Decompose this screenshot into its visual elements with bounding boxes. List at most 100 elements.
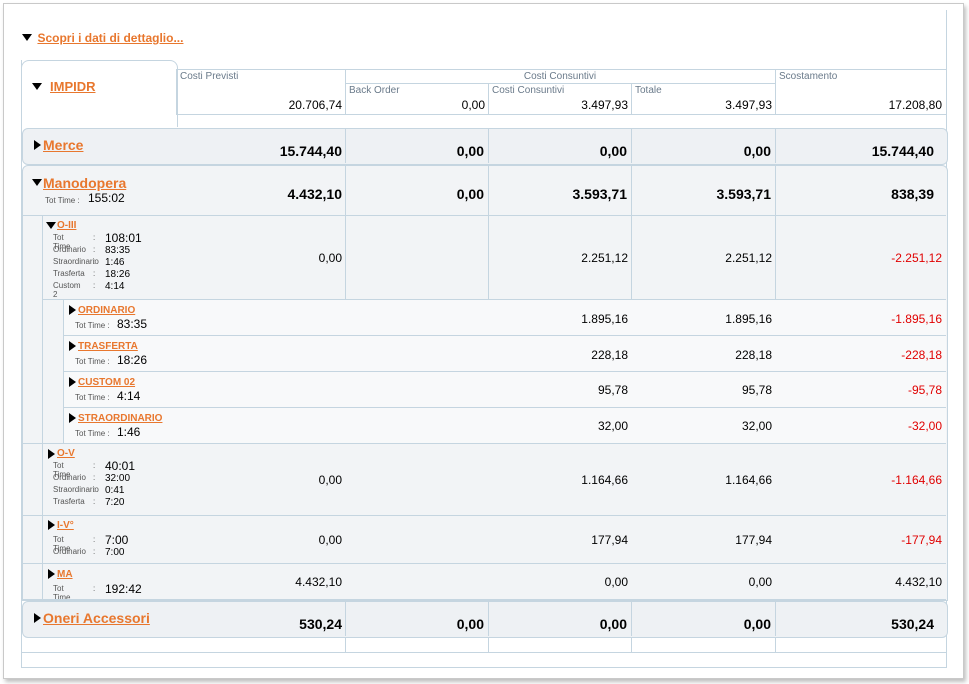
ma-costi-consuntivi: 0,00 [604, 575, 628, 589]
expand-triangle-icon[interactable] [48, 569, 55, 579]
header-scostamento: Scostamento [779, 71, 838, 82]
time-label: Trasferta [53, 269, 85, 278]
trasferta-costi-consuntivi: 228,18 [591, 348, 628, 362]
custom02-costi-consuntivi: 95,78 [597, 383, 628, 397]
ordinario-totale: 1.895,16 [725, 312, 772, 326]
straordinario-scostamento: -32,00 [907, 419, 942, 433]
custom02-link[interactable]: CUSTOM 02 [78, 377, 136, 388]
straordinario-tot-time: 1:46 [117, 425, 141, 439]
time-label: Trasferta [53, 497, 85, 506]
time-label: Custom 2 [53, 281, 81, 299]
root-scostamento: 17.208,80 [888, 98, 942, 112]
expand-triangle-icon[interactable] [48, 520, 55, 530]
time-label: Straordinario [53, 257, 99, 266]
ordinario-tot-time: 83:35 [117, 317, 148, 331]
time-value: 83:35 [105, 245, 131, 256]
expand-triangle-icon[interactable] [69, 341, 76, 351]
i5-costi-consuntivi: 177,94 [591, 533, 628, 547]
oneri-back-order: 0,00 [456, 616, 484, 632]
custom02-tot-time-label: Tot Time : [75, 393, 110, 402]
merce-costi-consuntivi: 0,00 [599, 143, 627, 159]
collapse-triangle-icon[interactable] [46, 222, 56, 229]
expand-triangle-icon[interactable] [34, 140, 41, 150]
time-label: Straordinario [53, 485, 99, 494]
expand-triangle-icon[interactable] [34, 613, 41, 623]
manodopera-costi-previsti: 4.432,10 [287, 186, 343, 202]
ma-scostamento: 4.432,10 [895, 575, 942, 589]
expand-triangle-icon[interactable] [69, 377, 76, 387]
expand-triangle-icon[interactable] [48, 449, 55, 459]
o3-link[interactable]: O-III [57, 220, 77, 231]
o3-totale: 2.251,12 [725, 251, 772, 265]
o5-costi-consuntivi: 1.164,66 [581, 473, 628, 487]
oneri-costi-consuntivi: 0,00 [599, 616, 627, 632]
o5-scostamento: -1.164,66 [891, 473, 942, 487]
root-label[interactable]: IMPIDR [50, 79, 96, 94]
detail-toggle-link[interactable]: Scopri i dati di dettaglio... [37, 31, 184, 45]
o5-totale: 1.164,66 [725, 473, 772, 487]
straordinario-tot-time-label: Tot Time : [75, 429, 110, 438]
o5-link[interactable]: O-V [57, 448, 75, 459]
collapse-triangle-icon[interactable] [32, 179, 42, 186]
manodopera-link[interactable]: Manodopera [43, 175, 127, 191]
collapse-triangle-icon [22, 34, 32, 42]
manodopera-costi-consuntivi: 3.593,71 [572, 186, 628, 202]
ordinario-tot-time-label: Tot Time : [75, 321, 110, 330]
i5-costi-previsti: 0,00 [318, 533, 342, 547]
row-ordinario [64, 300, 946, 335]
oneri-accessori-link[interactable]: Oneri Accessori [43, 610, 150, 626]
custom02-totale: 95,78 [741, 383, 772, 397]
root-back-order: 0,00 [461, 98, 485, 112]
oneri-costi-previsti: 530,24 [299, 616, 342, 632]
expand-triangle-icon[interactable] [69, 413, 76, 423]
straordinario-totale: 32,00 [741, 419, 772, 433]
i5-scostamento: -177,94 [901, 533, 942, 547]
header-back-order: Back Order [349, 85, 400, 96]
oneri-totale: 0,00 [743, 616, 771, 632]
custom02-tot-time: 4:14 [117, 389, 141, 403]
manodopera-scostamento: 838,39 [891, 186, 934, 202]
merce-link[interactable]: Merce [43, 137, 84, 153]
o5-costi-previsti: 0,00 [318, 473, 342, 487]
row-o5 [43, 444, 946, 515]
time-label: Ordinario [53, 245, 86, 254]
merce-back-order: 0,00 [456, 143, 484, 159]
trasferta-link[interactable]: TRASFERTA [78, 341, 138, 352]
ma-costi-previsti: 4.432,10 [295, 575, 342, 589]
time-value: 192:42 [105, 582, 142, 596]
time-label: Tot Time [53, 461, 71, 479]
time-value: 7:00 [105, 547, 125, 558]
detail-toggle[interactable]: Scopri i dati di dettaglio... [22, 29, 183, 47]
header-costi-consuntivi-group: Costi Consuntivi [523, 71, 597, 82]
time-value: 108:01 [105, 231, 142, 245]
ordinario-link[interactable]: ORDINARIO [78, 305, 136, 316]
merce-totale: 0,00 [743, 143, 771, 159]
straordinario-costi-consuntivi: 32,00 [597, 419, 628, 433]
trasferta-tot-time-label: Tot Time : [75, 357, 110, 366]
time-value: 1:46 [105, 257, 125, 268]
time-value: 0:41 [105, 485, 125, 496]
ma-link[interactable]: MA [57, 569, 73, 580]
oneri-scostamento: 530,24 [891, 616, 934, 632]
time-label: Tot Time [53, 584, 71, 602]
group-merce [22, 128, 948, 165]
i5-link[interactable]: I-V° [57, 520, 74, 531]
root-costi-consuntivi: 3.497,93 [581, 98, 628, 112]
merce-costi-previsti: 15.744,40 [279, 143, 342, 159]
collapse-triangle-icon [32, 83, 42, 90]
manodopera-tot-time-label: Tot Time : [45, 196, 80, 205]
header-costi-consuntivi: Costi Consuntivi [492, 85, 565, 96]
time-value: 40:01 [105, 459, 136, 473]
time-label: Tot Time [53, 535, 71, 553]
root-tab[interactable]: IMPIDR [21, 60, 178, 127]
merce-scostamento: 15.744,40 [871, 143, 934, 159]
o3-scostamento: -2.251,12 [891, 251, 942, 265]
expand-triangle-icon[interactable] [69, 305, 76, 315]
table-bottom-border [21, 667, 947, 668]
row-o3 [43, 216, 946, 299]
time-value: 7:20 [105, 497, 125, 508]
custom02-scostamento: -95,78 [907, 383, 942, 397]
straordinario-link[interactable]: STRAORDINARIO [78, 413, 163, 424]
manodopera-totale: 3.593,71 [716, 186, 772, 202]
o3-costi-previsti: 0,00 [318, 251, 342, 265]
